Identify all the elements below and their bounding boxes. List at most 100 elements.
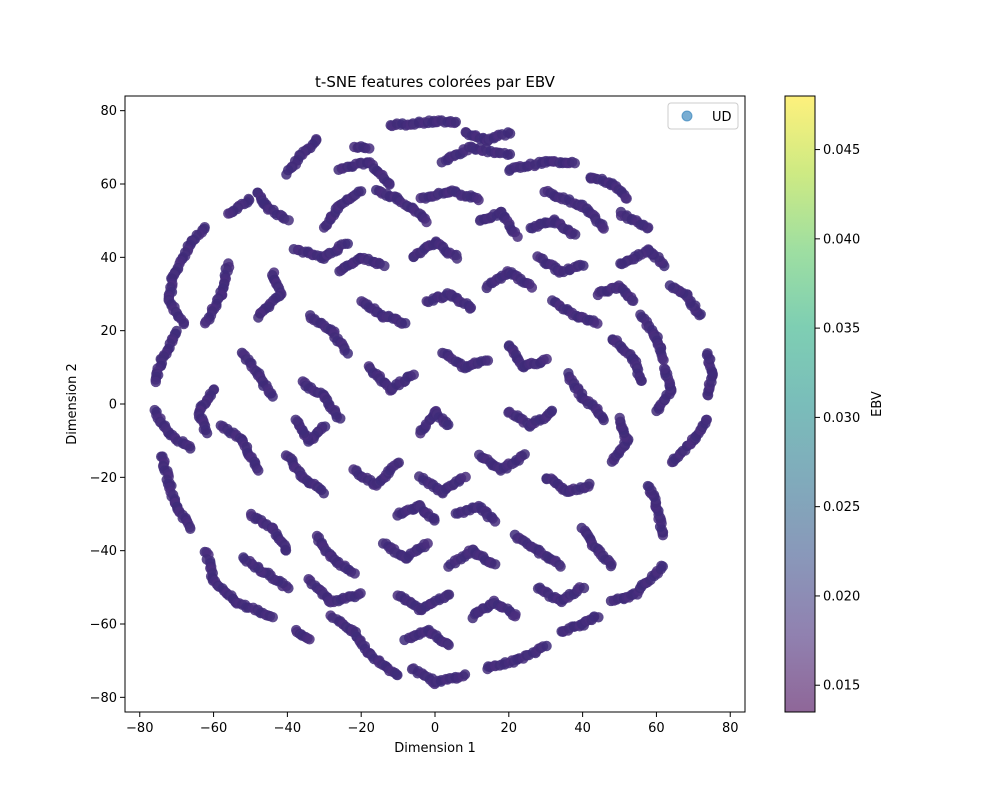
x-tick-label: −20: [347, 721, 374, 736]
scatter-point: [482, 355, 494, 366]
scatter-point: [253, 465, 264, 476]
scatter-point: [391, 669, 402, 680]
legend: UD: [667, 102, 739, 130]
scatter-point: [541, 640, 552, 652]
chart-title: t-SNE features colorées par EBV: [315, 73, 556, 91]
x-tick-label: 0: [431, 721, 439, 736]
colorbar-tick-label: 0.035: [823, 322, 860, 337]
scatter-point: [643, 222, 654, 233]
scatter-point: [460, 471, 471, 483]
x-tick-label: −80: [126, 721, 153, 736]
legend-box: [667, 102, 739, 130]
plot-area: [125, 96, 745, 712]
scatter-point: [443, 419, 454, 430]
scatter-point: [546, 405, 558, 416]
scatter-point: [422, 538, 433, 549]
scatter-point: [349, 568, 360, 579]
y-tick-label: −20: [90, 471, 117, 486]
x-tick-label: −60: [200, 721, 227, 736]
scatter-point: [421, 216, 432, 228]
scatter-point: [267, 612, 278, 623]
colorbar-frame: [784, 95, 816, 713]
scatter-point: [504, 128, 516, 139]
colorbar-tick-label: 0.030: [823, 411, 860, 426]
scatter-point: [355, 588, 366, 599]
scatter-point: [702, 348, 713, 359]
scatter-point: [280, 545, 292, 556]
x-axis-label: Dimension 1: [394, 741, 476, 756]
scatter-point: [664, 280, 676, 291]
scatter-point: [701, 414, 712, 425]
scatter-point: [199, 318, 211, 329]
colorbar-label: EBV: [870, 391, 885, 417]
scatter-point: [657, 561, 668, 572]
scatter-point: [598, 223, 609, 234]
colorbar-tick-label: 0.045: [823, 143, 860, 158]
scatter-point: [593, 612, 604, 623]
scatter-point: [642, 480, 654, 492]
scatter-point: [364, 143, 375, 154]
scatter-point: [605, 561, 617, 572]
scatter-point: [615, 258, 626, 269]
scatter-point: [504, 149, 516, 160]
scatter-point: [636, 375, 647, 386]
scatter-point: [335, 413, 346, 424]
scatter-point: [473, 194, 484, 206]
scatter-point: [342, 238, 353, 249]
colorbar-tick-label: 0.015: [823, 679, 860, 694]
scatter-point: [578, 582, 590, 594]
scatter-point: [541, 353, 552, 365]
scatter-point: [290, 414, 301, 425]
scatter-point: [451, 253, 463, 264]
x-tick-label: −40: [274, 721, 301, 736]
scatter-point: [490, 559, 501, 570]
scatter-point: [598, 414, 609, 426]
scatter-point: [465, 302, 477, 313]
x-tick-label: 60: [648, 721, 665, 736]
scatter-point: [408, 369, 419, 380]
scatter-point: [459, 669, 471, 680]
scatter-point: [201, 428, 213, 439]
scatter-point: [429, 515, 440, 526]
scatter-point: [355, 186, 367, 197]
scatter-point: [526, 282, 538, 293]
x-tick-label: 80: [722, 721, 739, 736]
scatter-point: [384, 179, 395, 190]
scatter-point: [512, 231, 523, 242]
scatter-point: [185, 443, 196, 454]
scatter-point: [379, 260, 390, 272]
scatter-point: [281, 169, 292, 180]
scatter-point: [185, 523, 196, 534]
scatter-point: [659, 363, 670, 374]
y-axis-label: Dimension 2: [65, 363, 80, 445]
scatter-points: [149, 115, 718, 690]
scatter-point: [253, 312, 264, 323]
x-tick-label: 40: [574, 721, 591, 736]
scatter-point: [489, 516, 501, 527]
y-axis: −80 −60 −40 −20 0 20 40 60 80: [90, 104, 125, 706]
colorbar-ticks: 0.015 0.020 0.025 0.030 0.035 0.040 0.045: [815, 143, 860, 694]
y-tick-label: 0: [109, 398, 117, 413]
scatter-point: [267, 391, 278, 402]
y-tick-label: −80: [90, 691, 117, 706]
scatter-point: [342, 348, 353, 359]
y-tick-label: −40: [90, 544, 117, 559]
colorbar-tick-label: 0.040: [823, 232, 860, 247]
colorbar-tick-label: 0.020: [823, 589, 860, 604]
colorbar-gradient: [785, 96, 815, 712]
scatter-point: [450, 116, 461, 128]
scatter-point: [592, 318, 603, 329]
scatter-point: [658, 354, 669, 366]
scatter-point: [238, 552, 249, 563]
x-tick-label: 20: [501, 721, 518, 736]
scatter-point: [443, 639, 454, 651]
scatter-point: [304, 634, 315, 645]
scatter-point: [393, 457, 404, 468]
scatter-point: [318, 488, 329, 499]
legend-marker: [681, 110, 693, 122]
colorbar: 0.015 0.020 0.025 0.030 0.035 0.040 0.045 EBV: [784, 95, 885, 713]
y-tick-label: 80: [100, 104, 117, 119]
colorbar-tick-label: 0.025: [823, 500, 860, 515]
scatter-point: [400, 318, 411, 329]
